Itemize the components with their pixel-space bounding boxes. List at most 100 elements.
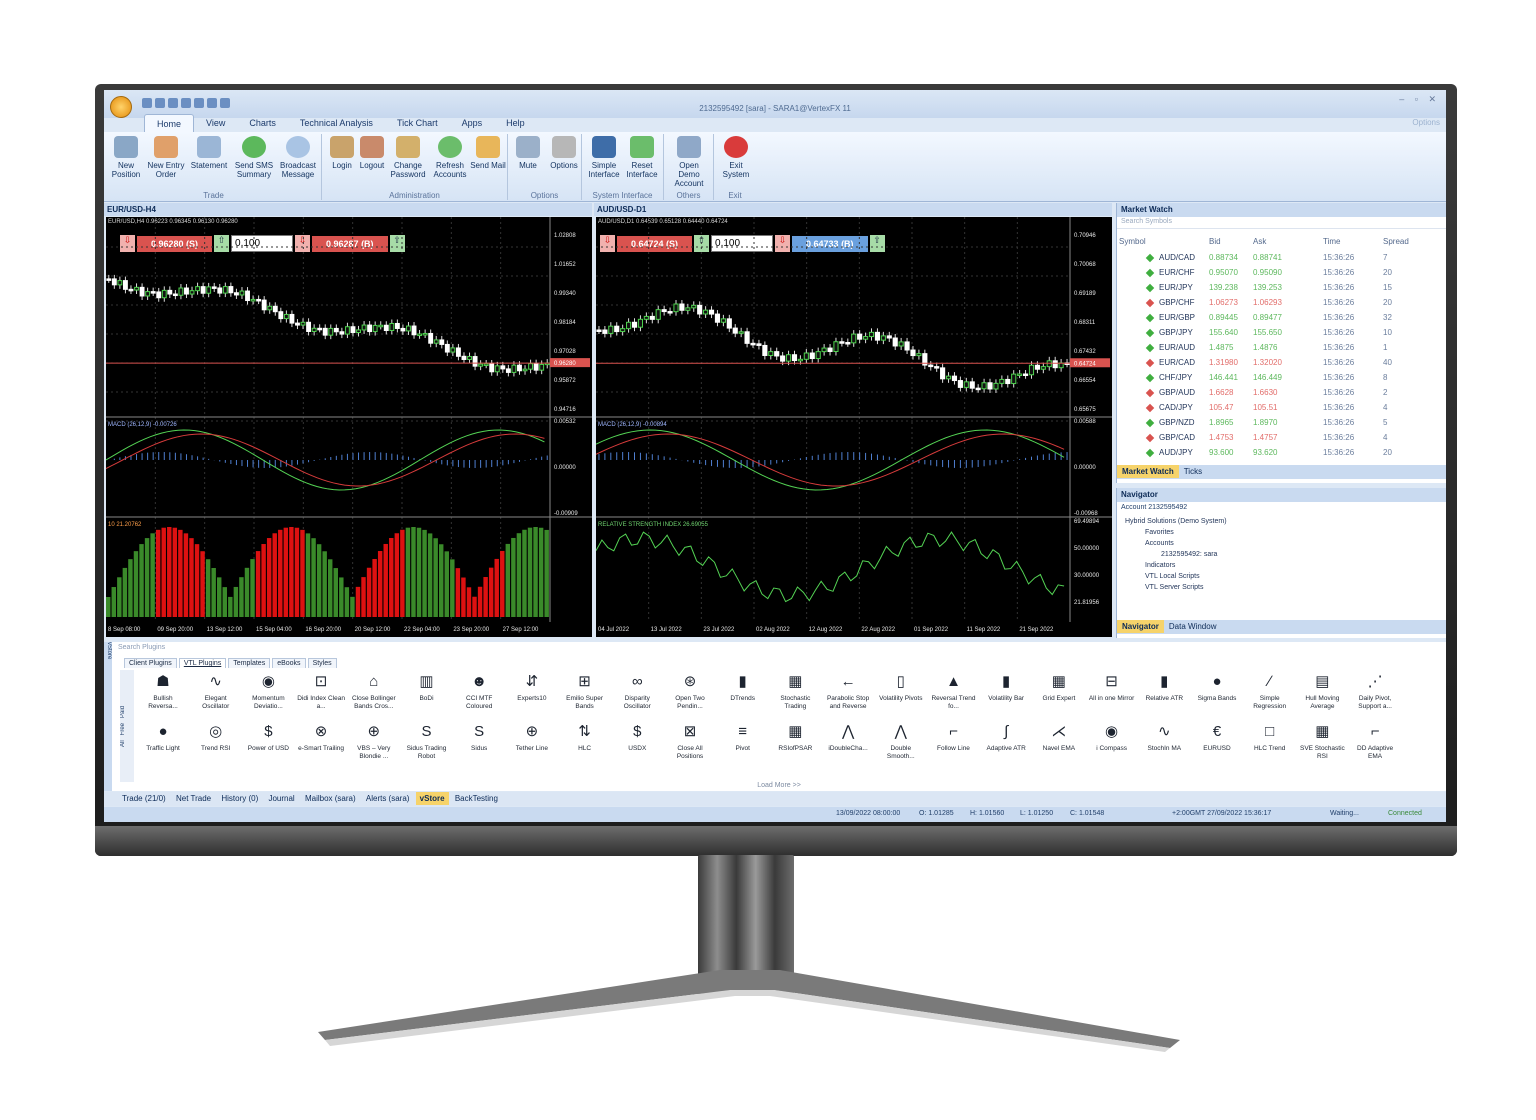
- sell-arrow-button[interactable]: ⇩: [120, 235, 135, 252]
- tab-alerts[interactable]: Alerts (sara): [365, 794, 410, 803]
- market-watch-row[interactable]: GBP/JPY 155.640 155.650 15:36:26 10: [1117, 326, 1446, 341]
- filter-all[interactable]: All: [120, 739, 126, 747]
- mute-button[interactable]: Mute: [508, 136, 548, 170]
- plugin-item[interactable]: ⊗ e-Smart Trailing: [296, 722, 346, 753]
- options-link[interactable]: Options: [1412, 118, 1440, 127]
- market-watch-row[interactable]: EUR/CAD 1.31980 1.32020 15:36:26 40: [1117, 356, 1446, 371]
- tree-item-vtl-server-scripts[interactable]: VTL Server Scripts: [1145, 584, 1204, 591]
- plugin-item[interactable]: ● Traffic Light: [138, 722, 188, 753]
- tab-apps[interactable]: Apps: [461, 118, 483, 128]
- plugin-item[interactable]: ⊠ Close All Positions: [665, 722, 715, 761]
- market-watch-row[interactable]: GBP/NZD 1.8965 1.8970 15:36:26 5: [1117, 416, 1446, 431]
- plugin-item[interactable]: ▥ BoDi: [402, 672, 452, 703]
- market-watch-row[interactable]: EUR/AUD 1.4875 1.4876 15:36:26 1: [1117, 341, 1446, 356]
- send-sms-summary-button[interactable]: Send SMS Summary: [234, 136, 274, 179]
- tab-view[interactable]: View: [206, 118, 226, 128]
- market-watch-row[interactable]: AUD/CAD 0.88734 0.88741 15:36:26 7: [1117, 251, 1446, 266]
- plugin-item[interactable]: ≡ Pivot: [718, 722, 768, 753]
- plugin-item[interactable]: ⌐ DD Adaptive EMA: [1350, 722, 1400, 761]
- plugin-item[interactable]: ⋀ iDoubleCha...: [823, 722, 873, 753]
- open-demo-account-button[interactable]: Open Demo Account: [669, 136, 709, 188]
- qat-icon[interactable]: [207, 98, 217, 108]
- tab-client-plugins[interactable]: Client Plugins: [124, 658, 177, 668]
- tab-net-trade[interactable]: Net Trade: [175, 794, 212, 803]
- plugin-item[interactable]: ⊡ Didi Index Clean a...: [296, 672, 346, 711]
- plugin-item[interactable]: ⇅ HLC: [560, 722, 610, 753]
- tab-market-watch[interactable]: Market Watch: [1117, 465, 1179, 478]
- tab-technical-analysis[interactable]: Technical Analysis: [299, 118, 373, 128]
- plugin-item[interactable]: ▦ Stochastic Trading: [770, 672, 820, 711]
- tab-help[interactable]: Help: [506, 118, 525, 128]
- plugin-item[interactable]: $ Power of USD: [243, 722, 293, 753]
- statement-button[interactable]: Statement: [189, 136, 229, 170]
- tab-styles[interactable]: Styles: [307, 658, 337, 668]
- tree-item-vtl-local-scripts[interactable]: VTL Local Scripts: [1145, 573, 1200, 580]
- plugin-item[interactable]: ∫ Adaptive ATR: [981, 722, 1031, 753]
- market-watch-row[interactable]: GBP/AUD 1.6628 1.6630 15:36:26 2: [1117, 386, 1446, 401]
- plugin-item[interactable]: ◉ Momentum Deviatio...: [243, 672, 293, 711]
- market-watch-row[interactable]: CHF/JPY 146.441 146.449 15:36:26 8: [1117, 371, 1446, 386]
- filter-paid[interactable]: Paid: [120, 705, 126, 718]
- tab-tick-chart[interactable]: Tick Chart: [396, 118, 438, 128]
- plugin-item[interactable]: ⊛ Open Two Pendin...: [665, 672, 715, 711]
- plugin-item[interactable]: ∞ Disparity Oscillator: [612, 672, 662, 711]
- new-entry-order-button[interactable]: New Entry Order: [146, 136, 186, 179]
- col-spread[interactable]: Spread: [1383, 237, 1409, 246]
- lot-size-input[interactable]: 0.100: [711, 235, 774, 252]
- login-button[interactable]: Login: [322, 136, 362, 170]
- market-watch-row[interactable]: EUR/CHF 0.95070 0.95090 15:36:26 20: [1117, 266, 1446, 281]
- plugin-item[interactable]: ⌂ Close Bollinger Bands Cros...: [349, 672, 399, 711]
- sell-arrow-button[interactable]: ⇩: [295, 235, 311, 252]
- plugin-item[interactable]: ⋀ Double Smooth...: [876, 722, 926, 761]
- qat-icon[interactable]: [168, 98, 178, 108]
- col-ask[interactable]: Ask: [1253, 237, 1267, 246]
- plugin-item[interactable]: ● Sigma Bands: [1192, 672, 1242, 703]
- qat-icon[interactable]: [181, 98, 191, 108]
- plugin-item[interactable]: ▮ DTrends: [718, 672, 768, 703]
- tab-vtl-plugins[interactable]: VTL Plugins: [178, 658, 227, 668]
- col-symbol[interactable]: Symbol: [1119, 237, 1146, 246]
- tab-charts[interactable]: Charts: [249, 118, 276, 128]
- plugin-item[interactable]: □ HLC Trend: [1245, 722, 1295, 753]
- tab-ticks[interactable]: Ticks: [1183, 467, 1203, 476]
- reset-interface-button[interactable]: Reset Interface: [622, 136, 662, 179]
- tab-templates[interactable]: Templates: [228, 658, 271, 668]
- symbol-search-input[interactable]: Search Symbols: [1117, 217, 1446, 229]
- plugin-item[interactable]: ⋰ Daily Pivot, Support a...: [1350, 672, 1400, 711]
- qat-icon[interactable]: [194, 98, 204, 108]
- new-position-button[interactable]: New Position: [106, 136, 146, 179]
- plugin-item[interactable]: ▮ Relative ATR: [1139, 672, 1189, 703]
- lot-size-input[interactable]: 0.100: [231, 235, 294, 252]
- plugin-item[interactable]: ⌐ Follow Line: [929, 722, 979, 753]
- exit-system-button[interactable]: Exit System: [716, 136, 756, 179]
- plugin-item[interactable]: ▦ Grid Expert: [1034, 672, 1084, 703]
- refresh-accounts-button[interactable]: Refresh Accounts: [430, 136, 470, 179]
- buy-button[interactable]: 0.96287 (B): [312, 235, 388, 252]
- tab-trade[interactable]: Trade (21/0): [122, 794, 166, 803]
- tree-item-indicators[interactable]: Indicators: [1145, 562, 1176, 569]
- market-watch-row[interactable]: AUD/JPY 93.600 93.620 15:36:26 20: [1117, 446, 1446, 461]
- plugin-item[interactable]: € EURUSD: [1192, 722, 1242, 753]
- tree-item-hybrid-solutions[interactable]: Hybrid Solutions (Demo System): [1125, 518, 1227, 525]
- tree-item-accounts[interactable]: Accounts: [1145, 540, 1174, 547]
- plugin-item[interactable]: ⊕ Tether Line: [507, 722, 557, 753]
- buy-button[interactable]: 0.64733 (B): [792, 235, 868, 252]
- tab-navigator[interactable]: Navigator: [1117, 620, 1164, 633]
- plugin-item[interactable]: S Sidus Trading Robot: [402, 722, 452, 761]
- chart-right[interactable]: AUD/USD,D1 0.64539 0.65128 0.64440 0.647…: [596, 217, 1112, 637]
- plugin-item[interactable]: ☻ CCI MTF Coloured: [454, 672, 504, 711]
- plugin-item[interactable]: ▦ SVE Stochastic RSI: [1297, 722, 1347, 761]
- tab-ebooks[interactable]: eBooks: [272, 658, 306, 668]
- plugin-item[interactable]: ▮ Volatility Bar: [981, 672, 1031, 703]
- plugin-item[interactable]: ⊞ Emilio Super Bands: [560, 672, 610, 711]
- col-time[interactable]: Time: [1323, 237, 1341, 246]
- logout-button[interactable]: Logout: [352, 136, 392, 170]
- plugin-item[interactable]: ⇵ Experts10: [507, 672, 557, 703]
- market-watch-row[interactable]: EUR/GBP 0.89445 0.89477 15:36:26 32: [1117, 311, 1446, 326]
- plugin-item[interactable]: ▦ RSIofPSAR: [770, 722, 820, 753]
- col-bid[interactable]: Bid: [1209, 237, 1221, 246]
- plugin-item[interactable]: ▯ Volatility Pivots: [876, 672, 926, 703]
- plugin-search-input[interactable]: Search Plugins: [118, 644, 166, 651]
- broadcast-message-button[interactable]: Broadcast Message: [278, 136, 318, 179]
- plugin-item[interactable]: ▲ Reversal Trend fo...: [929, 672, 979, 711]
